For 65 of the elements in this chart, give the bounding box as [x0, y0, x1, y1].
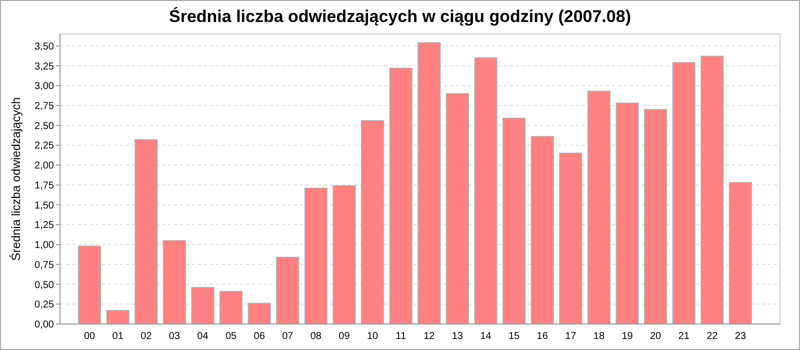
bar — [616, 102, 639, 324]
bar — [78, 246, 102, 324]
bar — [134, 139, 158, 324]
x-tick-label: 12 — [424, 331, 436, 342]
y-axis-title: Średnia liczba odwiedzających — [9, 97, 23, 261]
y-tick-label: 2,00 — [34, 160, 54, 172]
bar — [191, 286, 214, 324]
y-tick-label: 2,25 — [34, 140, 54, 152]
x-tick-label: 10 — [366, 331, 379, 342]
bar — [587, 90, 610, 324]
bar — [474, 57, 498, 324]
bar — [304, 188, 328, 324]
x-tick-label: 15 — [508, 331, 520, 342]
x-tick-label: 20 — [650, 331, 662, 342]
x-tick-label: 01 — [112, 331, 124, 342]
x-tick-label: 21 — [678, 331, 690, 342]
y-tick-label: 3,25 — [34, 61, 54, 72]
chart-title: Średnia liczba odwiedzających w ciągu godziny (2007.08) — [169, 6, 631, 26]
bar — [248, 302, 271, 324]
x-tick-label: 03 — [168, 331, 180, 342]
bar — [418, 42, 441, 324]
y-tick-label: 3,00 — [34, 81, 54, 92]
x-tick-label: 08 — [310, 331, 322, 342]
x-tick-label: 18 — [593, 331, 605, 342]
bar — [672, 62, 696, 324]
x-tick-label: 02 — [140, 331, 152, 342]
x-tick-label: 13 — [452, 331, 464, 342]
x-tick-label: 11 — [396, 331, 406, 342]
x-tick-label: 14 — [480, 331, 492, 342]
y-tick-label: 0,00 — [34, 320, 54, 330]
bar — [220, 290, 243, 324]
y-tick-label: 1,00 — [34, 240, 54, 252]
x-tick-label: 23 — [734, 331, 746, 342]
y-tick-label: 1,50 — [34, 200, 54, 212]
y-tick-label: 0,50 — [34, 280, 54, 291]
x-tick-label: 09 — [338, 331, 350, 342]
x-tick-label: 17 — [565, 331, 577, 342]
bar — [162, 240, 186, 324]
bar — [502, 118, 526, 324]
bar — [389, 68, 412, 324]
bar — [644, 108, 668, 324]
y-tick-label: 1,75 — [34, 180, 54, 192]
x-tick-label: 22 — [706, 331, 718, 342]
bar — [728, 182, 752, 324]
x-tick-label: 16 — [536, 331, 548, 342]
bar — [530, 136, 554, 324]
x-tick-label: 19 — [622, 331, 634, 342]
bar — [446, 93, 469, 324]
y-tick-label: 2,75 — [34, 101, 54, 112]
x-tick-label: 07 — [282, 331, 294, 342]
x-tick-label: 05 — [225, 331, 238, 342]
y-tick-label: 2,50 — [34, 120, 54, 132]
y-tick-label: 0,75 — [34, 260, 54, 271]
bar — [559, 152, 582, 324]
bar — [361, 120, 384, 324]
y-tick-label: 1,25 — [34, 220, 54, 232]
y-tick-label: 3,50 — [34, 41, 54, 52]
bar — [332, 185, 356, 324]
bar — [700, 56, 724, 324]
x-tick-label: 00 — [84, 331, 96, 342]
x-tick-label: 06 — [254, 331, 266, 342]
bar — [276, 256, 300, 324]
bar — [106, 310, 130, 324]
y-tick-label: 0,25 — [34, 300, 54, 311]
x-tick-label: 04 — [197, 331, 209, 342]
